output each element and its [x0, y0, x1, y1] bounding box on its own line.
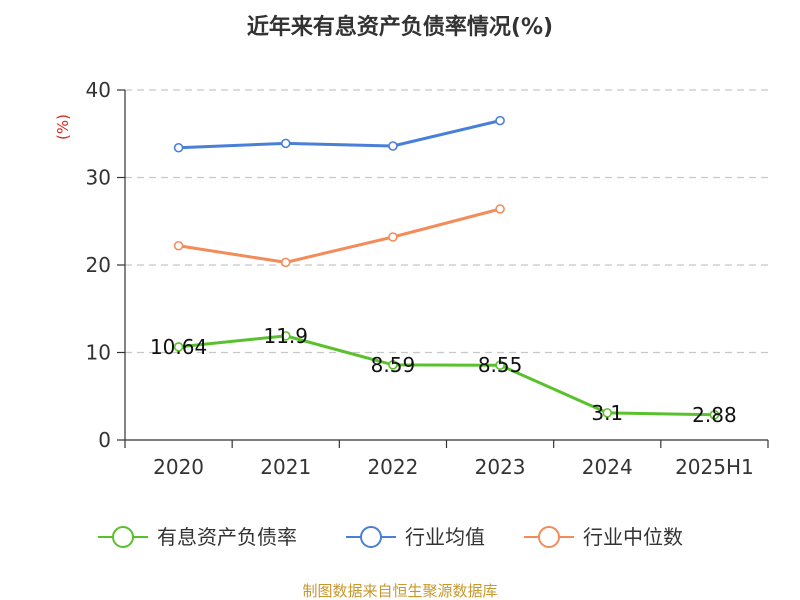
series-lines — [173, 115, 720, 420]
legend-label-1: 行业均值 — [405, 525, 485, 549]
series-2-point-2020 — [173, 240, 184, 251]
y-tick-label-0: 0 — [98, 428, 111, 452]
series-1-point-2021 — [280, 138, 291, 149]
x-tick-label-2025H1: 2025H1 — [675, 455, 754, 479]
x-tick-label-2023: 2023 — [475, 455, 526, 479]
grid-lines — [125, 89, 768, 354]
x-tick-label-2024: 2024 — [582, 455, 633, 479]
legend-item-2[interactable]: 行业中位数 — [524, 525, 683, 549]
axes: 0 10 20 30 40 2020 2021 2022 2023 2024 2025H1 — [86, 78, 769, 479]
series-0-point-2022 — [388, 360, 398, 370]
series-line-2 — [178, 207, 501, 264]
series-0-point-2025H1 — [709, 409, 720, 420]
series-0-point-2023 — [495, 360, 505, 370]
legend-item-1[interactable]: 行业均值 — [346, 525, 485, 549]
series-0-point-2021 — [280, 331, 291, 341]
data-source-note: 制图数据来自恒生聚源数据库 — [302, 582, 497, 600]
data-label-2025H1: 2.88 — [692, 403, 737, 427]
series-2-point-2021 — [280, 257, 291, 268]
legend[interactable]: 有息资产负债率 行业均值 行业中位数 — [98, 525, 683, 549]
x-tick-label-2022: 2022 — [367, 455, 418, 479]
series-1-point-2022 — [388, 141, 398, 151]
series-1-point-2023 — [495, 115, 505, 126]
series-2-point-2022 — [388, 232, 398, 242]
y-axis-unit-label: (%) — [54, 114, 72, 140]
data-label-2023: 8.55 — [478, 353, 523, 377]
x-tick-label-2020: 2020 — [153, 455, 204, 479]
legend-swatch-marker-2 — [538, 526, 560, 548]
series-0-point-2024 — [602, 408, 613, 418]
x-tick-label-2021: 2021 — [260, 455, 311, 479]
legend-label-2: 行业中位数 — [583, 525, 683, 549]
data-label-2024: 3.1 — [591, 401, 623, 425]
data-label-2022: 8.59 — [371, 353, 416, 377]
legend-label-0: 有息资产负债率 — [157, 525, 297, 549]
y-tick-label-40: 40 — [86, 78, 111, 102]
series-0-point-2020 — [173, 342, 184, 352]
legend-swatch-marker-1 — [360, 526, 382, 548]
series-1-point-2020 — [173, 142, 184, 153]
y-tick-label-10: 10 — [86, 341, 111, 365]
data-label-2020: 10.64 — [150, 335, 207, 359]
series-2-point-2023 — [495, 204, 505, 214]
series-line-1 — [178, 119, 501, 150]
data-labels: 10.64 11.9 8.59 8.55 3.1 2.88 — [150, 324, 737, 427]
series-line-0 — [178, 334, 715, 417]
y-tick-label-20: 20 — [86, 253, 111, 277]
legend-swatch-marker-0 — [112, 526, 134, 548]
chart-title: 近年来有息资产负债率情况(%) — [247, 14, 553, 40]
y-tick-label-30: 30 — [86, 166, 111, 190]
legend-item-0[interactable]: 有息资产负债率 — [98, 525, 297, 549]
data-label-2021: 11.9 — [263, 324, 308, 348]
